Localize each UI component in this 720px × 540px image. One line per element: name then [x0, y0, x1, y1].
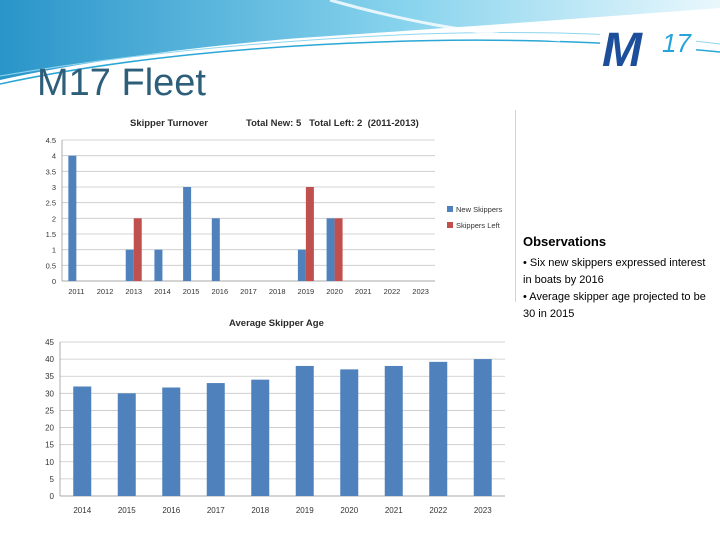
average-skipper-age-chart: Average Skipper Age 0 5 10 15 20 25 30 35 40 45 2…	[36, 310, 516, 522]
x-tick-label: 2020	[326, 287, 343, 296]
legend-swatch	[447, 206, 453, 212]
turnover-gridlines	[61, 139, 435, 282]
x-tick-label: 2018	[251, 506, 269, 515]
bar	[154, 249, 163, 281]
age-x-axis: 2014 2015 2016 2017 2018 2019 2020 2021 2022 2023	[73, 506, 492, 515]
y-tick-label: 0	[50, 492, 55, 501]
y-tick-label: 3.5	[46, 167, 56, 176]
x-tick-label: 2020	[340, 506, 358, 515]
x-tick-label: 2012	[97, 287, 114, 296]
y-tick-label: 45	[45, 338, 54, 347]
bar	[326, 218, 335, 281]
x-tick-label: 2016	[211, 287, 228, 296]
turnover-bars	[68, 155, 343, 281]
legend-swatch	[447, 222, 453, 228]
y-tick-label: 2	[52, 214, 56, 223]
y-tick-label: 1	[52, 246, 56, 255]
bar	[340, 369, 359, 496]
y-tick-label: 15	[45, 441, 54, 450]
panel-divider	[515, 110, 516, 302]
bar	[68, 155, 77, 281]
y-tick-label: 40	[45, 355, 54, 364]
bar	[211, 218, 220, 281]
bar	[73, 386, 92, 496]
y-tick-label: 25	[45, 406, 54, 415]
bar	[125, 249, 134, 281]
skipper-turnover-chart: Skipper Turnover Total New: 5 Total Left…	[36, 110, 516, 302]
bar	[295, 365, 314, 496]
turnover-chart-subtitle: Total New: 5 Total Left: 2 (2011-2013)	[246, 118, 419, 129]
turnover-legend: New Skippers Skippers Left	[447, 205, 503, 230]
y-tick-label: 0.5	[46, 261, 56, 270]
x-tick-label: 2022	[429, 506, 447, 515]
x-tick-label: 2015	[118, 506, 136, 515]
m17-logo: M 17	[600, 24, 696, 70]
observation-item: • Average skipper age projected to be 30…	[523, 291, 706, 320]
bar	[251, 379, 270, 496]
y-tick-label: 0	[52, 277, 56, 286]
turnover-x-axis: 2011 2012 2013 2014 2015 2016 2017 2018 2019 2020…	[68, 287, 429, 296]
x-tick-label: 2014	[154, 287, 171, 296]
bar	[133, 218, 142, 281]
y-tick-label: 3	[52, 183, 56, 192]
bar	[206, 383, 225, 496]
y-tick-label: 35	[45, 372, 54, 381]
legend-label: New Skippers	[456, 205, 503, 214]
bar	[429, 361, 448, 496]
age-y-axis: 0 5 10 15 20 25 30 35 40 45	[45, 338, 54, 501]
bar	[334, 218, 343, 281]
slide-title: M17 Fleet	[37, 62, 206, 104]
x-tick-label: 2013	[125, 287, 142, 296]
y-tick-label: 5	[50, 475, 55, 484]
bar	[384, 365, 403, 496]
bar	[473, 359, 492, 496]
observations-panel: Observations • Six new skippers expresse…	[523, 234, 713, 323]
x-tick-label: 2016	[162, 506, 180, 515]
x-tick-label: 2021	[385, 506, 403, 515]
turnover-y-axis: 0 0.5 1 1.5 2 2.5 3 3.5 4 4.5	[46, 136, 56, 286]
bar	[305, 187, 314, 281]
y-tick-label: 10	[45, 458, 54, 467]
turnover-chart-title: Skipper Turnover	[130, 118, 208, 129]
y-tick-label: 4	[52, 152, 56, 161]
logo-letter: M	[602, 24, 643, 70]
y-tick-label: 4.5	[46, 136, 56, 145]
x-tick-label: 2011	[68, 287, 84, 296]
x-tick-label: 2018	[269, 287, 286, 296]
y-tick-label: 30	[45, 389, 54, 398]
logo-number: 17	[662, 28, 692, 58]
y-tick-label: 2.5	[46, 199, 56, 208]
x-tick-label: 2014	[73, 506, 91, 515]
bar	[162, 387, 181, 496]
x-tick-label: 2015	[183, 287, 200, 296]
observation-item: • Six new skippers expressed interest in…	[523, 257, 706, 286]
x-tick-label: 2019	[296, 506, 314, 515]
x-tick-label: 2017	[207, 506, 225, 515]
x-tick-label: 2023	[474, 506, 492, 515]
legend-label: Skippers Left	[456, 221, 501, 230]
x-tick-label: 2022	[384, 287, 401, 296]
y-tick-label: 20	[45, 424, 54, 433]
x-tick-label: 2019	[298, 287, 315, 296]
x-tick-label: 2023	[412, 287, 429, 296]
bar	[183, 187, 192, 281]
age-chart-title: Average Skipper Age	[229, 318, 324, 329]
observations-heading: Observations	[523, 234, 607, 249]
bar	[297, 249, 306, 281]
bar	[117, 393, 136, 496]
x-tick-label: 2021	[355, 287, 372, 296]
age-bars	[73, 359, 492, 496]
x-tick-label: 2017	[240, 287, 257, 296]
y-tick-label: 1.5	[46, 230, 56, 239]
